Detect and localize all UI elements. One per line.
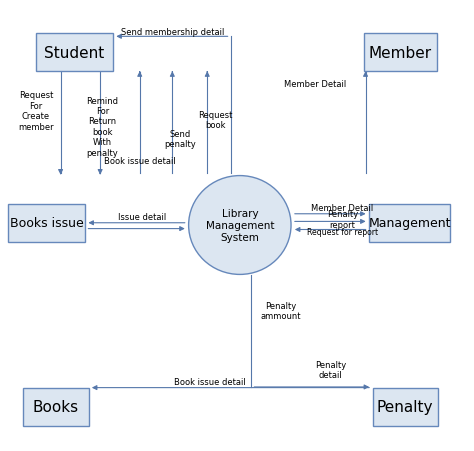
FancyBboxPatch shape	[365, 34, 437, 72]
Text: Request for report: Request for report	[307, 228, 378, 237]
Text: Library
Management
System: Library Management System	[206, 209, 274, 242]
Text: Books: Books	[33, 400, 79, 414]
Text: Member: Member	[369, 46, 432, 60]
Text: Send membership detail: Send membership detail	[120, 28, 224, 37]
Text: Penalty
ammount: Penalty ammount	[261, 301, 301, 320]
FancyBboxPatch shape	[373, 388, 438, 426]
Text: Member Detail: Member Detail	[311, 203, 374, 212]
Text: Member Detail: Member Detail	[284, 80, 346, 89]
Text: Request
For
Create
member: Request For Create member	[18, 91, 54, 131]
Text: Book issue detail: Book issue detail	[173, 377, 246, 387]
Text: Request
book: Request book	[199, 110, 233, 130]
Text: Remind
For
Return
book
With
penalty: Remind For Return book With penalty	[86, 97, 118, 157]
Text: Issue detail: Issue detail	[118, 213, 166, 222]
Circle shape	[189, 176, 291, 275]
FancyBboxPatch shape	[23, 388, 89, 426]
Text: Send
penalty: Send penalty	[164, 130, 196, 149]
Text: Penalty
detail: Penalty detail	[315, 360, 346, 379]
Text: Penalty: Penalty	[377, 400, 433, 414]
FancyBboxPatch shape	[36, 34, 113, 72]
Text: Management: Management	[368, 217, 451, 230]
Text: Penalty
report: Penalty report	[327, 210, 358, 230]
Text: Book issue detail: Book issue detail	[104, 157, 175, 166]
Text: Student: Student	[45, 46, 105, 60]
FancyBboxPatch shape	[8, 204, 85, 242]
FancyBboxPatch shape	[369, 204, 450, 242]
Text: Books issue: Books issue	[10, 217, 83, 230]
